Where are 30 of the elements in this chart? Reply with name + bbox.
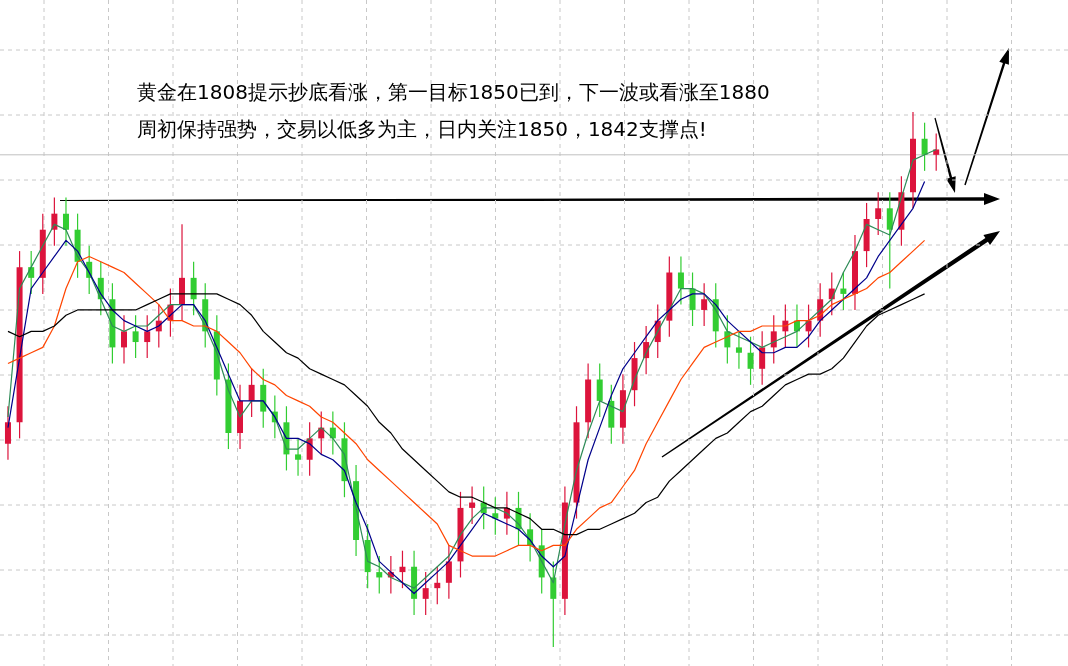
candlestick	[759, 330, 766, 386]
candlestick	[295, 437, 302, 477]
candlestick	[132, 314, 139, 359]
candlestick	[550, 560, 557, 648]
candlestick	[248, 368, 255, 418]
candlestick	[62, 197, 69, 247]
candlestick	[840, 271, 847, 311]
candlestick	[144, 314, 151, 359]
candlestick	[735, 330, 742, 370]
candlestick	[422, 571, 429, 616]
candlestick	[933, 132, 940, 172]
candlestick	[434, 566, 441, 605]
candlestick	[121, 314, 127, 365]
candlestick	[399, 550, 406, 589]
candlestick	[306, 421, 313, 477]
candlestick	[376, 555, 383, 595]
candlestick	[886, 191, 893, 290]
candlestick	[875, 191, 882, 236]
candlestick	[596, 362, 603, 418]
annotation: 周初保持强势，交易以低多为主，日内关注1850，1842支撑点!	[137, 116, 708, 143]
candlestick	[701, 282, 708, 327]
candlestick	[492, 496, 499, 536]
candlestick	[469, 485, 476, 525]
candlestick	[921, 122, 928, 172]
candlestick	[770, 314, 777, 365]
candlestick	[4, 405, 11, 461]
candlestick	[747, 336, 754, 386]
candlestick	[445, 544, 452, 600]
candlestick	[677, 255, 684, 306]
text: 黄金在1808提示抄底看涨，第一目标1850已到，下一波或看涨至1880	[137, 79, 770, 106]
